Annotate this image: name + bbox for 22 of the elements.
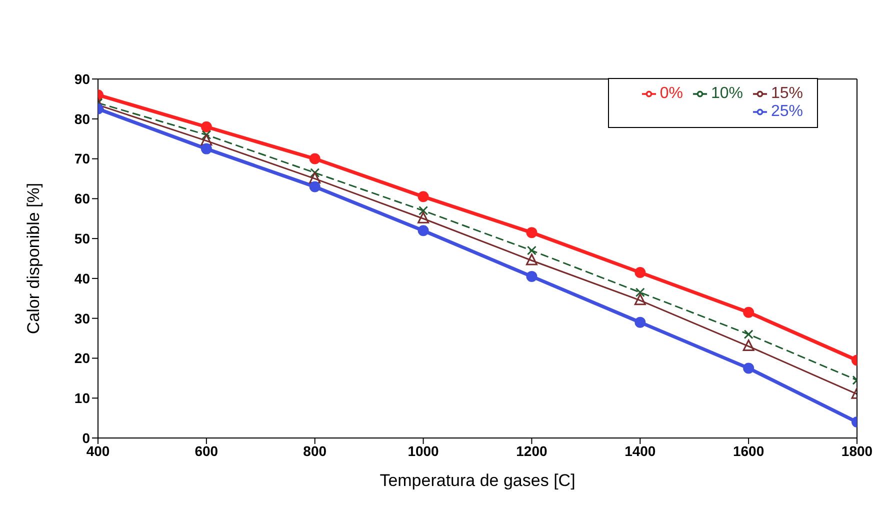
y-axis-title: Calor disponible [%] (24, 182, 44, 334)
x-tick-label: 1400 (624, 442, 656, 459)
legend-label: 10% (710, 85, 743, 102)
x-tick-label: 1800 (841, 442, 873, 459)
y-tick-label: 60 (74, 190, 90, 207)
x-tick-label: 1200 (516, 442, 548, 459)
y-tick-label: 50 (74, 230, 90, 247)
x-tick-label: 800 (303, 442, 327, 459)
y-tick-label: 30 (74, 310, 90, 326)
y-tick-label: 20 (74, 350, 90, 366)
legend-label: 0% (660, 85, 683, 102)
x-axis-title: Temperatura de gases [C] (380, 471, 576, 490)
x-tick-label: 1600 (732, 442, 764, 459)
legend-label: 25% (770, 103, 803, 120)
x-tick-label: 1000 (408, 442, 440, 459)
x-tick-label: 600 (194, 442, 218, 459)
legend-label: 15% (770, 85, 803, 102)
y-tick-label: 40 (74, 270, 90, 286)
y-tick-label: 90 (74, 70, 90, 87)
y-tick-label: 10 (74, 390, 90, 406)
y-tick-label: 80 (74, 110, 90, 127)
y-tick-label: 70 (74, 150, 90, 167)
